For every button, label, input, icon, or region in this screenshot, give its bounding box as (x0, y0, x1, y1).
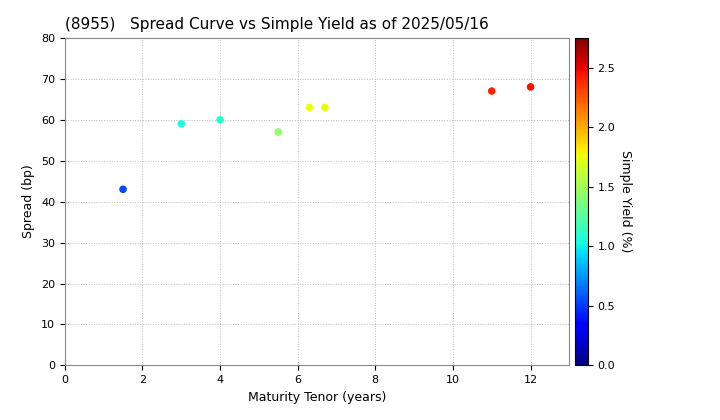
Y-axis label: Simple Yield (%): Simple Yield (%) (619, 150, 632, 253)
Point (176, 121, 187, 127)
Point (304, 104, 315, 111)
Point (215, 116, 226, 123)
Point (486, 88, 498, 94)
Point (117, 186, 129, 193)
Point (525, 84, 536, 90)
Text: (8955)   Spread Curve vs Simple Yield as of 2025/05/16: (8955) Spread Curve vs Simple Yield as o… (65, 18, 489, 32)
Point (272, 129, 284, 135)
X-axis label: Maturity Tenor (years): Maturity Tenor (years) (248, 391, 386, 404)
Point (319, 104, 330, 111)
Y-axis label: Spread (bp): Spread (bp) (22, 165, 35, 239)
